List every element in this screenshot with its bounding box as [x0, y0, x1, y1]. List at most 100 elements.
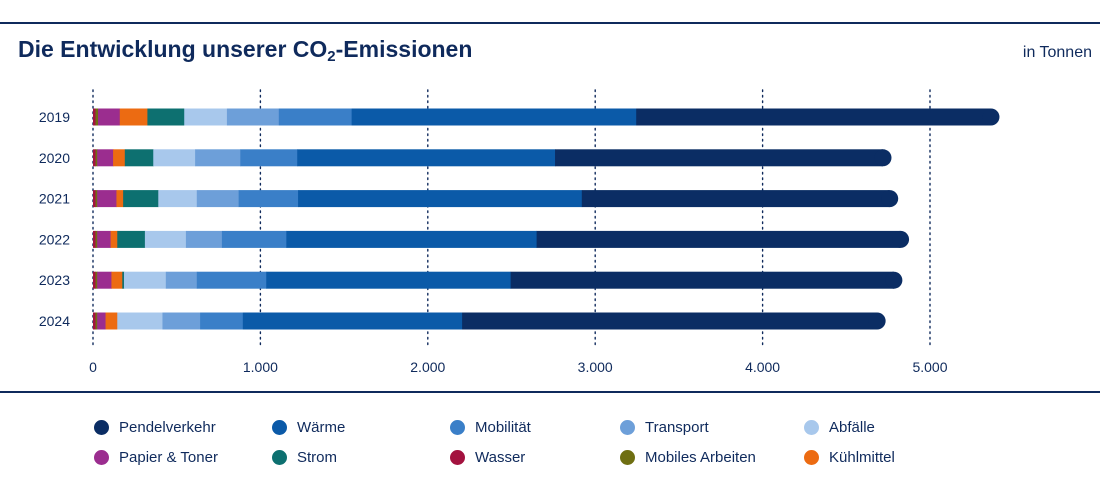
segment-waerme [242, 312, 463, 330]
legend-item: Mobilität [450, 419, 531, 436]
segment-abfaelle [158, 190, 198, 208]
segment-transport [195, 149, 241, 167]
segment-abfaelle [184, 108, 228, 126]
legend-label: Mobiles Arbeiten [645, 449, 756, 466]
segment-pendelverkehr [581, 190, 890, 208]
segment-wasser [93, 271, 96, 289]
units-label: in Tonnen [1022, 44, 1092, 61]
segment-pendelverkehr [536, 230, 901, 248]
segment-mobilitaet [200, 312, 244, 330]
segment-pendelverkehr [636, 108, 991, 126]
x-tick-label: 1.000 [243, 359, 278, 375]
bottom-rule [0, 391, 1100, 393]
segment-strom [124, 149, 154, 167]
segment-wasser [93, 230, 96, 248]
legend-label: Mobilität [475, 419, 531, 436]
segment-kuehlmittel [110, 230, 118, 248]
segment-mobilitaet [240, 149, 298, 167]
segment-mobilitaet [196, 271, 267, 289]
segment-waerme [266, 271, 512, 289]
legend-item: Pendelverkehr [94, 419, 216, 436]
segment-pendelverkehr [462, 312, 878, 330]
stacked-bar-chart: 2019 2020 2021 2022 2023 2024 0 1.000 2.000 3.000… [39, 89, 1000, 375]
segment-mobiles-arbeiten [95, 271, 98, 289]
segment-pendelverkehr-cap [874, 149, 892, 167]
segment-wasser [93, 190, 96, 208]
segment-strom [122, 271, 125, 289]
segment-papier-and-toner [97, 149, 114, 167]
segment-mobiles-arbeiten [95, 230, 98, 248]
legend-swatch [620, 450, 635, 465]
segment-wasser [93, 149, 96, 167]
legend-item: Strom [272, 449, 337, 466]
segment-kuehlmittel [119, 108, 148, 126]
year-label: 2021 [39, 191, 70, 207]
bar-2022 [93, 230, 910, 248]
x-tick-label: 5.000 [912, 359, 947, 375]
legend-label: Kühlmittel [829, 449, 895, 466]
legend-swatch [804, 450, 819, 465]
segment-papier-and-toner [98, 108, 121, 126]
segment-waerme [286, 230, 538, 248]
segment-kuehlmittel [116, 190, 124, 208]
legend-swatch [450, 450, 465, 465]
segment-pendelverkehr-cap [892, 230, 910, 248]
legend-swatch [272, 450, 287, 465]
legend-label: Abfälle [829, 419, 875, 436]
chart-legend: Pendelverkehr Wärme Mobilität Transport Abfä… [94, 416, 1094, 476]
segment-strom [123, 190, 159, 208]
segment-pendelverkehr [510, 271, 894, 289]
title-tail: -Emissionen [335, 36, 473, 62]
legend-item: Mobiles Arbeiten [620, 449, 756, 466]
year-label: 2023 [39, 272, 70, 288]
legend-swatch [272, 420, 287, 435]
segment-strom [147, 108, 185, 126]
segment-pendelverkehr-cap [881, 190, 899, 208]
bar-2023 [93, 271, 903, 289]
year-label: 2020 [39, 150, 70, 166]
year-label: 2019 [39, 109, 70, 125]
title-subscript: 2 [327, 48, 336, 65]
segment-pendelverkehr-cap [885, 271, 903, 289]
segment-transport [226, 108, 280, 126]
year-label: 2022 [39, 231, 70, 247]
x-tick-label: 2.000 [410, 359, 445, 375]
bar-2021 [93, 190, 899, 208]
legend-swatch [450, 420, 465, 435]
top-rule [0, 22, 1100, 24]
x-tick-label: 0 [89, 359, 97, 375]
legend-item: Kühlmittel [804, 449, 895, 466]
legend-label: Transport [645, 419, 709, 436]
segment-mobiles-arbeiten [95, 190, 98, 208]
segment-mobiles-arbeiten [95, 149, 98, 167]
segment-pendelverkehr [555, 149, 883, 167]
x-tick-label: 4.000 [745, 359, 780, 375]
segment-wasser [93, 312, 96, 330]
segment-waerme [298, 190, 583, 208]
segment-abfaelle [144, 230, 187, 248]
legend-item: Abfälle [804, 419, 875, 436]
legend-swatch [620, 420, 635, 435]
segment-strom [117, 230, 146, 248]
legend-item: Papier & Toner [94, 449, 218, 466]
segment-mobilitaet [278, 108, 353, 126]
legend-item: Wärme [272, 419, 345, 436]
legend-swatch [804, 420, 819, 435]
segment-mobilitaet [238, 190, 299, 208]
segment-pendelverkehr-cap [982, 108, 1000, 126]
segment-kuehlmittel [105, 312, 118, 330]
segment-wasser [93, 108, 96, 126]
chart-title: Die Entwicklung unserer CO2-Emissionen [18, 36, 472, 65]
legend-label: Papier & Toner [119, 449, 218, 466]
segment-kuehlmittel [113, 149, 126, 167]
legend-label: Strom [297, 449, 338, 466]
segment-waerme [297, 149, 556, 167]
bar-2020 [93, 149, 892, 167]
title-main: Die Entwicklung unserer CO [18, 36, 328, 62]
segment-transport [196, 190, 240, 208]
segment-transport [165, 271, 198, 289]
bar-2024 [93, 312, 886, 330]
segment-pendelverkehr-cap [868, 312, 886, 330]
segment-abfaelle [123, 271, 167, 289]
segment-transport [162, 312, 201, 330]
